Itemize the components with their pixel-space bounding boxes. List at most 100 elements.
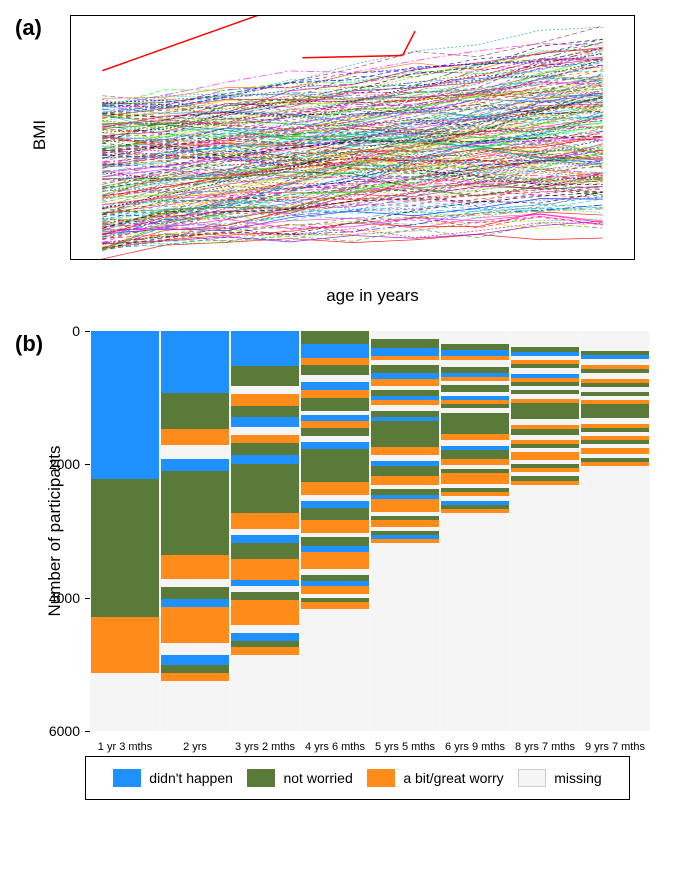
bar-segment [231,406,298,416]
bar-segment [161,681,228,731]
panel-b-column [231,331,298,731]
panel-b-xtick: 5 yrs 5 mths [375,731,435,753]
panel-a-chart: BMI 1015202530354081011121316 age in yea… [70,15,675,306]
bar-segment [91,331,158,479]
bar-segment [231,427,298,435]
bar-segment [301,520,368,533]
bar-segment [231,394,298,406]
panel-a-xtick: 11 [283,259,298,260]
legend-label: didn't happen [149,770,233,786]
bar-segment [371,331,438,339]
panel-a-xlabel: age in years [70,286,675,306]
panel-a-svg [71,16,634,259]
bar-segment [301,365,368,376]
legend-swatch [113,769,141,787]
bar-segment [301,390,368,398]
legend-label: missing [554,770,601,786]
legend-swatch [518,769,546,787]
panel-b-ytick: 2000 [49,456,90,472]
panel-b-xtick: 4 yrs 6 mths [305,731,365,753]
bar-segment [441,513,508,731]
bar-segment [231,625,298,633]
legend-swatch [367,769,395,787]
bar-segment [161,673,228,681]
bar-segment [231,331,298,366]
bar-segment [371,499,438,512]
bar-segment [91,617,158,673]
bar-segment [161,665,228,673]
bar-segment [161,331,228,393]
bar-segment [301,449,368,483]
bar-segment [231,455,298,463]
legend-item: not worried [247,769,352,787]
bar-segment [161,393,228,429]
bar-segment [231,464,298,513]
panel-b-column [511,331,578,731]
bar-segment [371,339,438,347]
panel-b-column [161,331,228,731]
bar-segment [161,555,228,579]
bar-segment [161,607,228,643]
bar-segment [371,476,438,484]
panel-b-xtick: 3 yrs 2 mths [235,731,295,753]
bar-segment [231,366,298,386]
legend-swatch [247,769,275,787]
bar-segment [371,365,438,373]
bar-segment [301,398,368,411]
panel-b-plotbox: 02000400060001 yr 3 mths2 yrs3 yrs 2 mth… [90,331,650,731]
bar-segment [511,485,578,731]
panel-b-xtick: 9 yrs 7 mths [585,731,645,753]
legend-item: didn't happen [113,769,233,787]
panel-a-ytick: 10 [70,253,71,260]
bar-segment [441,473,508,483]
panel-b-column [301,331,368,731]
legend-label: a bit/great worry [403,770,503,786]
bar-segment [371,348,438,356]
panel-b-label: (b) [15,331,43,357]
bar-segment [231,535,298,543]
bar-segment [441,450,508,458]
bar-segment [371,447,438,455]
bar-segment [231,386,298,394]
bar-segment [161,643,228,655]
bar-segment [91,673,158,731]
bar-segment [231,633,298,641]
bar-segment [231,647,298,655]
panel-b-xtick: 6 yrs 9 mths [445,731,505,753]
bar-segment [511,331,578,347]
panel-b-column [371,331,438,731]
bar-segment [301,537,368,545]
panel-a-plotbox: 1015202530354081011121316 [70,15,635,260]
bar-segment [371,543,438,730]
bar-segment [161,655,228,665]
panel-b-column [91,331,158,731]
panel-b-xtick: 1 yr 3 mths [98,731,152,753]
bar-segment [231,655,298,731]
panel-a-xtick: 10 [220,259,236,260]
bar-segment [511,403,578,419]
bar-segment [161,579,228,587]
bar-segment [161,587,228,599]
panel-b: (b) Number of participants 0200040006000… [10,331,675,731]
bar-segment [161,599,228,607]
panel-a: (a) BMI 1015202530354081011121316 age in… [10,15,675,306]
legend-label: not worried [283,770,352,786]
panel-b-xtick: 2 yrs [183,731,207,753]
bar-segment [301,508,368,521]
bar-segment [161,445,228,459]
bar-segment [301,428,368,436]
panel-b-column [581,331,648,731]
panel-a-ylabel: BMI [30,120,50,150]
bar-segment [231,417,298,427]
bar-segment [301,344,368,359]
bar-segment [581,404,648,418]
bar-segment [581,331,648,351]
bar-segment [231,543,298,559]
bar-segment [301,586,368,594]
bar-segment [231,600,298,624]
panel-b-chart: Number of participants 02000400060001 yr… [90,331,675,731]
bar-segment [441,331,508,344]
bar-segment [441,413,508,434]
panel-b-ytick: 4000 [49,590,90,606]
legend: didn't happen not worried a bit/great worr… [85,756,630,800]
